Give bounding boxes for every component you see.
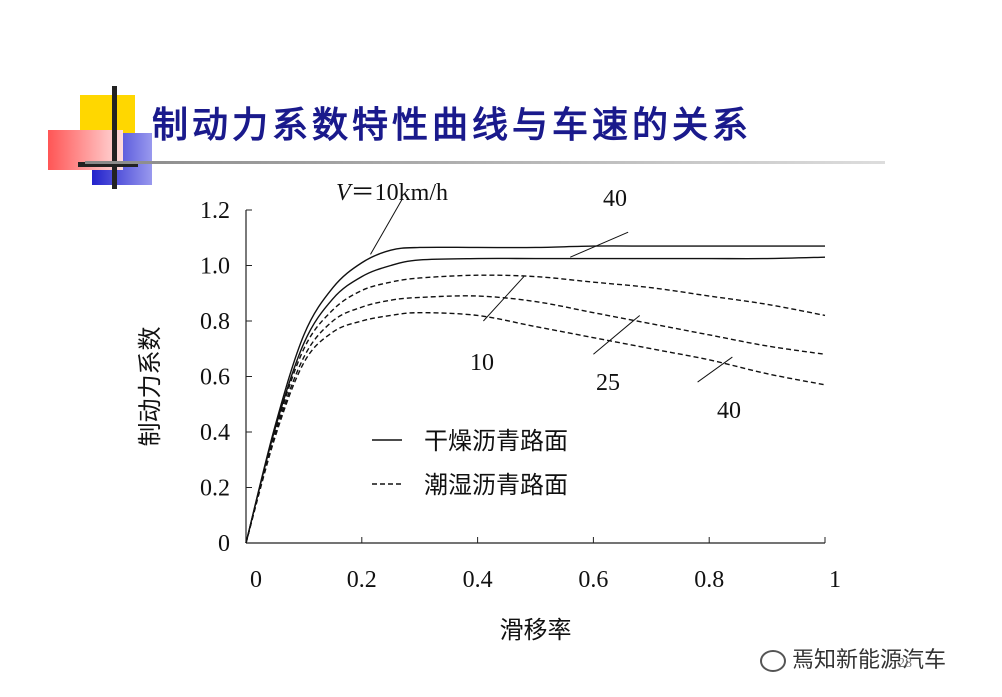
series-line-2 (245, 274, 826, 544)
speed-leader-4 (697, 356, 733, 383)
legend-label-1: 潮湿沥青路面 (424, 471, 568, 499)
series-line-0 (245, 245, 825, 544)
title-divider (85, 161, 885, 164)
deco-vertical-bar (112, 86, 117, 189)
speed-leader-3 (593, 315, 641, 355)
speed-leader-2 (483, 276, 525, 322)
speed-leader-0 (370, 198, 403, 255)
series-line-4 (245, 311, 826, 544)
x-tick-label: 0 (250, 567, 262, 593)
x-tick-label: 0.4 (463, 567, 493, 593)
page-number: 28 (898, 656, 912, 671)
speed-label-1: 40 (603, 186, 627, 212)
y-tick-label: 0.6 (200, 365, 230, 391)
speed-label-4: 40 (717, 398, 741, 424)
watermark-text: 焉知新能源汽车 (792, 648, 947, 673)
speed-label-0: V＝10km/h (336, 180, 448, 206)
y-tick-label: 0.8 (200, 309, 230, 335)
y-tick-label: 1.2 (200, 198, 230, 224)
watermark: 焉知新能源汽车 (760, 642, 946, 674)
wechat-icon (760, 650, 786, 672)
y-axis-title: 制动力系数 (136, 327, 164, 447)
y-tick-label: 0.4 (200, 420, 230, 446)
speed-leader-1 (570, 231, 629, 258)
chart-annotations: V＝10km/h 40 10 25 40 (336, 180, 741, 424)
series-line-3 (245, 295, 826, 544)
y-tick-label: 0.2 (200, 476, 230, 502)
x-axis-title: 滑移率 (500, 616, 572, 644)
y-tick-label: 0 (218, 531, 230, 557)
x-tick-label: 0.2 (347, 567, 377, 593)
legend-label-0: 干燥沥青路面 (424, 427, 568, 455)
series-line-1 (245, 256, 826, 544)
speed-label-3: 25 (596, 370, 620, 396)
y-tick-label: 1.0 (200, 254, 230, 280)
x-tick-label: 0.8 (694, 567, 724, 593)
x-tick-label: 0.6 (578, 567, 608, 593)
chart-series (245, 245, 826, 544)
deco-horizontal-bar (78, 162, 138, 167)
x-tick-label: 1 (829, 567, 841, 593)
speed-label-2: 10 (470, 350, 494, 376)
chart-axes: 0 0.2 0.4 0.6 0.8 100.20.40.60.81.01.2滑移率制动力系… (136, 198, 841, 644)
slide-title: 制动力系数特性曲线与车速的关系 (152, 105, 753, 146)
